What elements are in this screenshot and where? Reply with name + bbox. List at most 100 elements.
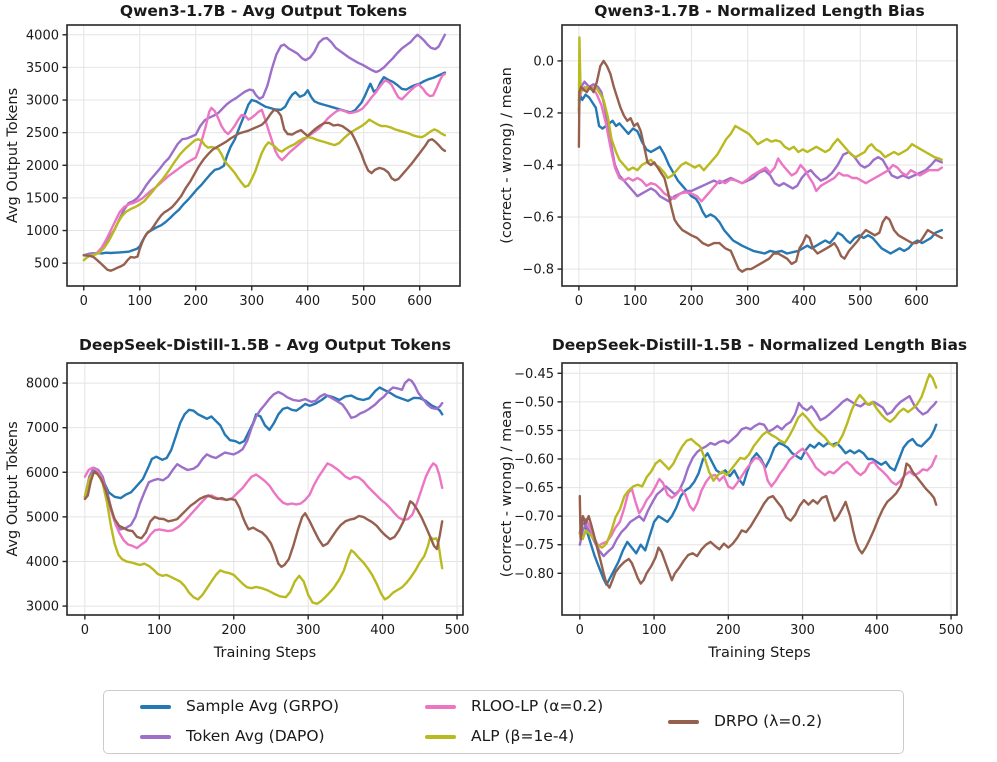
chart-title: DeepSeek-Distill-1.5B - Avg Output Token… bbox=[79, 336, 451, 354]
y-tick-label: −0.8 bbox=[522, 263, 554, 278]
gridlines bbox=[562, 25, 957, 286]
gridlines bbox=[562, 363, 957, 615]
series-line-dapo bbox=[578, 394, 938, 558]
y-tick-label: 2000 bbox=[26, 159, 59, 174]
legend-line-swatch-rloo bbox=[425, 705, 456, 709]
chart-deepseek-avg-output-tokens: 0 100 200 300 400 500 3000 4000 5000 6000 7000 8000… bbox=[0, 330, 498, 664]
x-tick-label: 100 bbox=[147, 623, 172, 638]
legend-column: DRPO (λ=0.2) bbox=[668, 696, 893, 749]
x-tick-label: 400 bbox=[370, 623, 395, 638]
y-tick-label: −0.2 bbox=[522, 106, 554, 121]
y-tick-label: −0.45 bbox=[514, 367, 554, 382]
y-tick-label: −0.50 bbox=[514, 395, 554, 410]
y-tick-label: 8000 bbox=[26, 377, 59, 392]
y-tick-label: 4000 bbox=[26, 28, 59, 43]
y-axis-label: Avg Output Tokens bbox=[5, 88, 21, 223]
series-line-rloo bbox=[82, 72, 447, 257]
y-tick-label: 2500 bbox=[26, 126, 59, 141]
y-tick-label: 4000 bbox=[26, 555, 59, 570]
chart-svg: 0 100 200 300 400 500 600 500 1000 1500 2000 2500 30… bbox=[5, 2, 461, 309]
axis-ticks: 0 100 200 300 400 500 3000 4000 5000 6000 7000 8000 bbox=[26, 377, 470, 638]
series-line-drpo bbox=[577, 59, 943, 273]
y-axis-label: (correct - wrong) / mean bbox=[499, 401, 515, 578]
series-line-dapo bbox=[83, 378, 444, 531]
legend-line-swatch-drpo bbox=[668, 720, 699, 724]
y-tick-label: 3500 bbox=[26, 61, 59, 76]
y-tick-label: 7000 bbox=[26, 421, 59, 436]
chart-title: DeepSeek-Distill-1.5B - Normalized Lengt… bbox=[552, 336, 967, 354]
y-tick-label: 1000 bbox=[26, 224, 59, 239]
x-tick-label: 100 bbox=[642, 623, 667, 638]
legend-line-swatch-dapo bbox=[140, 735, 171, 739]
gridlines bbox=[67, 363, 463, 615]
y-tick-label: −0.60 bbox=[514, 453, 554, 468]
x-tick-label: 100 bbox=[623, 294, 648, 309]
series-line-alp bbox=[578, 373, 938, 549]
x-tick-label: 400 bbox=[792, 294, 817, 309]
series-line-alp bbox=[577, 36, 943, 180]
x-tick-label: 0 bbox=[575, 294, 583, 309]
legend-item-alp: ALP (β=1e-4) bbox=[425, 726, 668, 749]
axis-ticks: 0 100 200 300 400 500 600 500 1000 1500 2000 2500 30… bbox=[26, 28, 432, 309]
x-tick-label: 500 bbox=[351, 294, 376, 309]
x-tick-label: 400 bbox=[864, 623, 889, 638]
x-tick-label: 500 bbox=[445, 623, 470, 638]
y-tick-label: −0.80 bbox=[514, 567, 554, 582]
x-tick-label: 500 bbox=[848, 294, 873, 309]
x-tick-label: 0 bbox=[576, 623, 584, 638]
x-tick-label: 200 bbox=[716, 623, 741, 638]
series-line-drpo bbox=[82, 108, 447, 272]
y-axis-label: (correct - wrong) / mean bbox=[499, 67, 515, 244]
series-line-rloo bbox=[83, 462, 444, 550]
legend-line-swatch-alp bbox=[425, 735, 456, 739]
x-tick-label: 300 bbox=[239, 294, 264, 309]
x-tick-label: 200 bbox=[679, 294, 704, 309]
y-tick-label: 5000 bbox=[26, 510, 59, 525]
plot-border bbox=[66, 362, 464, 616]
y-tick-label: −0.6 bbox=[522, 211, 554, 226]
y-tick-label: 1500 bbox=[26, 191, 59, 206]
chart-svg: 0 100 200 300 400 500 −0.45 −0.50 −0.55 −0.60 −0.6… bbox=[499, 336, 967, 661]
x-tick-label: 300 bbox=[790, 623, 815, 638]
y-tick-label: 3000 bbox=[26, 94, 59, 109]
legend-line-swatch-grpo bbox=[140, 705, 171, 709]
plot-border bbox=[561, 24, 958, 287]
legend-item-grpo: Sample Avg (GRPO) bbox=[140, 696, 425, 719]
x-tick-label: 0 bbox=[80, 294, 88, 309]
chart-deepseek-normalized-length-bias: 0 100 200 300 400 500 −0.45 −0.50 −0.55 −0.60 −0.6… bbox=[498, 330, 997, 664]
y-tick-label: −0.70 bbox=[514, 510, 554, 525]
figure-legend: Sample Avg (GRPO) Token Avg (DAPO) RLOO-LP… bbox=[103, 690, 904, 754]
x-tick-label: 500 bbox=[939, 623, 964, 638]
y-tick-label: 6000 bbox=[26, 466, 59, 481]
legend-item-rloo: RLOO-LP (α=0.2) bbox=[425, 696, 668, 719]
x-tick-label: 300 bbox=[735, 294, 760, 309]
chart-qwen-avg-output-tokens: 0 100 200 300 400 500 600 500 1000 1500 2000 2500 30… bbox=[0, 0, 498, 322]
series-line-dapo bbox=[577, 80, 943, 203]
x-tick-label: 100 bbox=[127, 294, 152, 309]
gridlines bbox=[67, 25, 460, 286]
plot-border bbox=[561, 362, 958, 616]
x-tick-label: 400 bbox=[295, 294, 320, 309]
legend-label-dapo: Token Avg (DAPO) bbox=[186, 727, 325, 746]
series-line-drpo bbox=[83, 471, 444, 569]
x-tick-label: 0 bbox=[81, 623, 89, 638]
chart-title: Qwen3-1.7B - Normalized Length Bias bbox=[594, 2, 924, 20]
plot-border bbox=[66, 24, 461, 287]
legend-label-drpo: DRPO (λ=0.2) bbox=[714, 712, 823, 731]
y-tick-label: −0.55 bbox=[514, 424, 554, 439]
legend-label-alp: ALP (β=1e-4) bbox=[471, 727, 575, 746]
x-tick-label: 300 bbox=[296, 623, 321, 638]
series-line-dapo bbox=[82, 33, 447, 257]
series-line-grpo bbox=[577, 93, 943, 255]
series-line-alp bbox=[83, 471, 444, 605]
series-line-grpo bbox=[578, 423, 938, 586]
y-tick-label: 3000 bbox=[26, 600, 59, 615]
x-tick-label: 600 bbox=[904, 294, 929, 309]
series-line-drpo bbox=[578, 462, 938, 589]
chart-svg: 0 100 200 300 400 500 3000 4000 5000 6000 7000 8000… bbox=[5, 336, 470, 661]
series-line-alp bbox=[82, 118, 447, 262]
x-tick-label: 600 bbox=[407, 294, 432, 309]
x-tick-label: 200 bbox=[183, 294, 208, 309]
chart-qwen-normalized-length-bias: 0 100 200 300 400 500 600 0.0 −0.2 −0.4 −0.6 −0.8 Qw… bbox=[498, 0, 997, 322]
